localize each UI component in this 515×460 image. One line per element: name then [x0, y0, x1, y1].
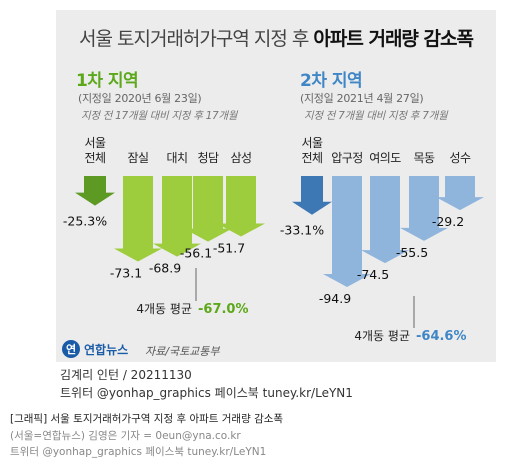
average-value-1: -67.0% [198, 302, 249, 317]
title-bold: 아파트 거래량 감소폭 [313, 28, 474, 50]
group2-date: (지정일 2021년 4월 27일) [300, 92, 424, 105]
bar-1-4 [184, 176, 232, 242]
bar-1-2 [114, 176, 162, 262]
bar-1-3 [153, 176, 201, 257]
category-label-1-4: 청담 [197, 151, 219, 165]
value-label-1-1: -25.3% [63, 214, 107, 229]
yonhap-logo: 연 연합뉴스 [62, 340, 128, 358]
value-label-1-4: -56.1 [180, 246, 212, 261]
credit-line-2: 트위터 @yonhap_graphics 페이스북 tuney.kr/LeYN1 [60, 386, 353, 400]
category-label-1-5: 삼성 [230, 151, 251, 165]
group1-heading: 1차 지역 [76, 71, 139, 91]
category-label-2-2: 압구정 [331, 151, 363, 165]
title-light: 서울 토지거래허가구역 지정 후 [79, 28, 309, 50]
chart-title: 서울 토지거래허가구역 지정 후 아파트 거래량 감소폭 [56, 24, 496, 51]
value-label-2-2: -94.9 [319, 291, 351, 306]
group1-date: (지정일 2020년 6월 23일) [78, 92, 202, 105]
bar-2-2 [323, 176, 371, 288]
bar-2-3 [361, 176, 409, 264]
footer-social: 트위터 @yonhap_graphics 페이스북 tuney.kr/LeYN1 [10, 446, 267, 458]
credit-line-1: 김계리 인턴 / 20211130 [60, 368, 192, 382]
logo-mark: 연 [62, 340, 80, 358]
average-label-1: 4개동 평균 [136, 302, 192, 316]
bar-2-1 [292, 176, 332, 215]
value-label-1-5: -51.7 [213, 240, 245, 255]
category-label-1-2: 잠실 [127, 151, 148, 165]
category-label-2-1: 전체 [301, 151, 322, 165]
average-value-2: -64.6% [416, 329, 467, 344]
value-label-2-1: -33.1% [280, 223, 324, 238]
category-label-1-3: 대치 [166, 151, 187, 165]
category-label-2-4: 목동 [413, 151, 435, 165]
logo-text: 연합뉴스 [84, 342, 129, 357]
category-label-1-1: 전체 [84, 151, 105, 165]
group1-note: 지정 전 17개월 대비 지정 후 17개월 [81, 110, 238, 122]
average-label-2: 4개동 평균 [354, 329, 410, 343]
value-label-2-5: -29.2 [432, 214, 464, 229]
value-label-1-3: -68.9 [149, 261, 181, 276]
footer-byline: (서울=연합뉴스) 김영은 기자 = 0eun@yna.co.kr [10, 430, 241, 442]
category-label-2-3: 여의도 [369, 151, 401, 165]
bar-2-5 [436, 176, 484, 211]
category-label-2-1: 서울 [301, 136, 323, 150]
group2-note: 지정 전 7개월 대비 지정 후 7개월 [304, 110, 448, 122]
bar-2-4 [400, 176, 448, 241]
value-label-2-4: -55.5 [396, 245, 428, 260]
value-label-2-3: -74.5 [357, 267, 389, 282]
value-label-1-2: -73.1 [110, 266, 142, 281]
group2-heading: 2차 지역 [300, 71, 363, 91]
category-label-2-5: 성수 [449, 151, 471, 165]
source-label: 자료/국토교통부 [145, 345, 220, 358]
bar-1-5 [217, 176, 265, 237]
footer-caption: [그래픽] 서울 토지거래허가구역 지정 후 아파트 거래량 감소폭 [10, 413, 284, 425]
bar-1-1 [75, 176, 115, 206]
category-label-1-1: 서울 [84, 136, 106, 150]
